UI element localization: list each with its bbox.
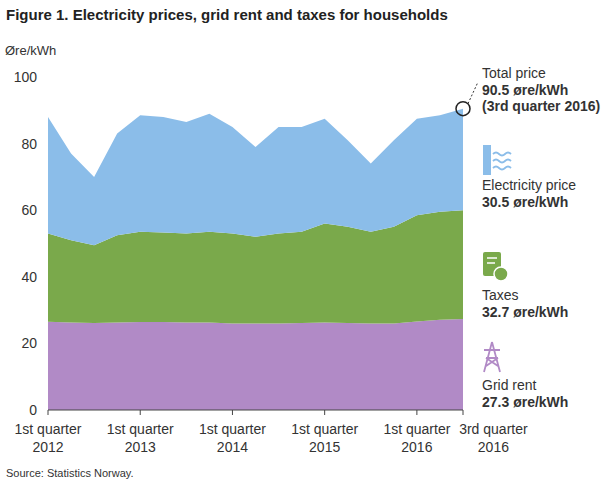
x-tick (140, 410, 141, 415)
x-tick-label-line: 2016 (478, 439, 509, 455)
y-tick-label: 100 (14, 69, 38, 85)
y-tick-label: 20 (21, 335, 37, 351)
legend-label: Taxes (482, 287, 519, 303)
x-tick-label: 1st quarter 2014 (199, 421, 266, 455)
plot-area (48, 109, 463, 410)
x-tick (463, 410, 464, 415)
chart: Figure 1. Electricity prices, grid rent … (0, 0, 610, 488)
y-tick-label: 80 (21, 136, 37, 152)
x-tick-label-line: 2013 (125, 439, 156, 455)
icon-shape (493, 153, 511, 156)
icon-shape (493, 167, 511, 170)
x-tick-label: 1st quarter 2013 (107, 421, 174, 455)
icon-shape (484, 342, 500, 372)
x-tick-label-line: 1st quarter (107, 421, 174, 437)
source: Source: Statistics Norway. (6, 467, 134, 479)
x-tick-label: 3rd quarter 2016 (459, 421, 528, 455)
x-tick-label-line: 2012 (32, 439, 63, 455)
x-tick-label: 1st quarter 2016 (383, 421, 450, 455)
icon-shape (483, 145, 491, 175)
annotation: 90.5 øre/kWh (482, 82, 568, 98)
x-tick-label: 1st quarter 2015 (291, 421, 358, 455)
legend-label: Electricity price (482, 177, 576, 193)
icon-shape (494, 267, 508, 281)
legend-icon (484, 342, 500, 372)
y-tick-label: 40 (21, 269, 37, 285)
x-tick-label-line: 2014 (217, 439, 248, 455)
area (48, 319, 463, 410)
leader-line (468, 82, 478, 104)
icon-shape (487, 262, 495, 264)
x-tick-label-line: 2016 (401, 439, 432, 455)
x-tick-label-line: 2015 (309, 439, 340, 455)
x-tick (232, 410, 233, 415)
x-tick (48, 410, 49, 415)
annotation: (3rd quarter 2016) (482, 98, 600, 114)
annotation: 32.7 øre/kWh (482, 304, 568, 320)
annotation: 27.3 øre/kWh (482, 394, 568, 410)
icon-shape (487, 257, 497, 259)
area (48, 109, 463, 246)
x-tick-label-line: 3rd quarter (459, 421, 528, 437)
legend-label: Grid rent (482, 377, 537, 393)
legend-icon (483, 145, 511, 175)
annotation: 30.5 øre/kWh (482, 194, 568, 210)
x-tick-label: 1st quarter 2012 (15, 421, 82, 455)
x-tick (324, 410, 325, 415)
y-axis-label: Øre/kWh (5, 43, 56, 58)
total-marker (456, 102, 470, 116)
annotation: Total price (482, 65, 546, 81)
title: Figure 1. Electricity prices, grid rent … (6, 6, 448, 23)
x-tick-label-line: 1st quarter (383, 421, 450, 437)
x-tick-label-line: 1st quarter (291, 421, 358, 437)
y-tick-label: 0 (29, 402, 37, 418)
icon-shape (493, 160, 511, 163)
x-tick-label-line: 1st quarter (199, 421, 266, 437)
x-tick-label-line: 1st quarter (15, 421, 82, 437)
x-tick (416, 410, 417, 415)
y-tick-label: 60 (21, 202, 37, 218)
legend-icon (483, 252, 508, 281)
x-axis (48, 410, 463, 411)
